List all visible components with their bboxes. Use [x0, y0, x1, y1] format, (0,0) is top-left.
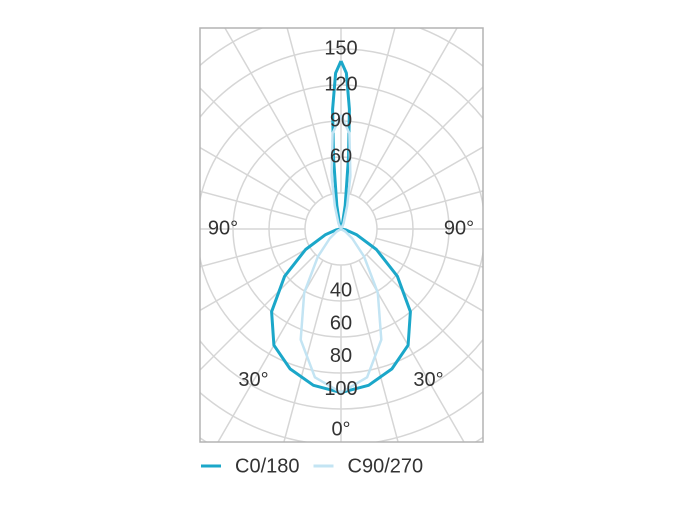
- angle-label: 30°: [413, 369, 443, 391]
- grid-spoke: [365, 85, 483, 205]
- labels: 40 60 80 100 0° 30° 30° 90° 90° 60 90 120 150: [208, 37, 474, 440]
- legend-label: C90/270: [348, 455, 424, 477]
- intensity-curve: [299, 227, 342, 394]
- grid-spoke: [358, 259, 465, 442]
- angle-label: 90°: [444, 217, 474, 239]
- r-tick-label: 150: [324, 37, 357, 59]
- grid-spoke: [375, 190, 483, 221]
- grid-spoke: [200, 237, 307, 268]
- grid-spoke: [200, 253, 317, 372]
- intensity-curve: [330, 114, 343, 230]
- grid-spoke: [200, 246, 311, 312]
- angle-label: 0°: [331, 418, 350, 440]
- grid-spoke: [283, 263, 333, 442]
- r-tick-label: 60: [330, 312, 352, 334]
- grid-spoke: [217, 259, 324, 442]
- legend: C0/180 C90/270: [201, 455, 423, 477]
- grid-spoke: [365, 253, 483, 373]
- r-tick-label: 60: [330, 145, 352, 167]
- grid-spoke: [371, 246, 483, 312]
- plot-frame: [199, 27, 484, 443]
- intensity-curve: [340, 227, 412, 395]
- grid-spoke: [200, 86, 317, 205]
- grid-spoke: [375, 237, 483, 268]
- grid-spoke: [286, 28, 333, 195]
- angle-label: 30°: [238, 369, 268, 391]
- grid-spoke: [371, 146, 483, 212]
- intensity-curve: [270, 227, 342, 395]
- grid-spoke: [200, 146, 311, 212]
- r-tick-label: 40: [330, 280, 352, 302]
- r-tick-label: 120: [324, 73, 357, 95]
- r-tick-label: 100: [324, 378, 357, 400]
- intensity-curve: [340, 227, 383, 394]
- grid-spoke: [358, 28, 458, 199]
- polar-grid: [200, 28, 483, 442]
- grid-spoke: [224, 28, 324, 199]
- r-tick-label: 90: [330, 109, 352, 131]
- angle-label: 90°: [208, 217, 238, 239]
- intensity-curve: [339, 114, 352, 230]
- legend-label: C0/180: [235, 455, 300, 477]
- grid-spoke: [349, 28, 396, 195]
- r-tick-label: 80: [330, 345, 352, 367]
- grid-spoke: [349, 263, 399, 442]
- grid-spoke: [200, 190, 307, 221]
- curves: [270, 60, 412, 395]
